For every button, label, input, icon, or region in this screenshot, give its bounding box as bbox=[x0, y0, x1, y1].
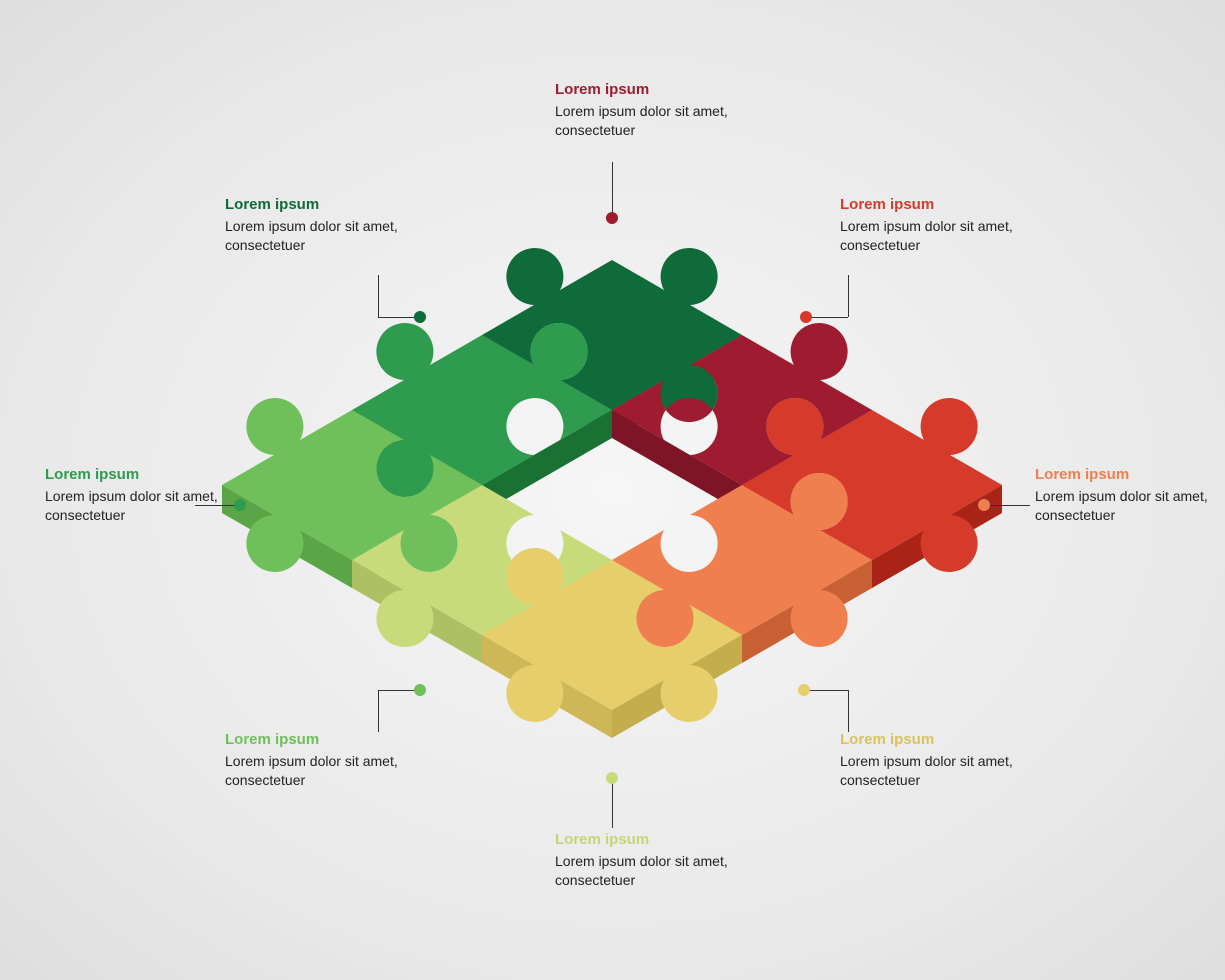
callout-body: Lorem ipsum dolor sit amet, consectetuer bbox=[555, 852, 755, 890]
leader-p4a bbox=[848, 690, 849, 732]
leader-p1 bbox=[612, 162, 613, 214]
callout-body: Lorem ipsum dolor sit amet, consectetuer bbox=[225, 752, 425, 790]
callout-title: Lorem ipsum bbox=[555, 80, 755, 100]
leader-p3 bbox=[988, 505, 1030, 506]
callout-title: Lorem ipsum bbox=[840, 730, 1040, 750]
callout-body: Lorem ipsum dolor sit amet, consectetuer bbox=[225, 217, 425, 255]
dot-p4 bbox=[798, 684, 810, 696]
dot-p1 bbox=[606, 212, 618, 224]
puzzle-piece bbox=[612, 473, 872, 647]
dot-p5 bbox=[606, 772, 618, 784]
dot-p2 bbox=[800, 311, 812, 323]
callout-p5: Lorem ipsum Lorem ipsum dolor sit amet, … bbox=[555, 830, 755, 890]
leader-p5 bbox=[612, 780, 613, 828]
leader-p2a bbox=[848, 275, 849, 317]
dot-p7 bbox=[234, 499, 246, 511]
callout-title: Lorem ipsum bbox=[225, 730, 425, 750]
dot-p8 bbox=[414, 311, 426, 323]
callout-title: Lorem ipsum bbox=[45, 465, 245, 485]
callout-body: Lorem ipsum dolor sit amet, consectetuer bbox=[1035, 487, 1225, 525]
callout-title: Lorem ipsum bbox=[555, 830, 755, 850]
dot-p6 bbox=[414, 684, 426, 696]
puzzle-piece bbox=[352, 323, 612, 497]
leader-p8b bbox=[378, 317, 418, 318]
callout-p8: Lorem ipsum Lorem ipsum dolor sit amet, … bbox=[225, 195, 425, 255]
callout-p1: Lorem ipsum Lorem ipsum dolor sit amet, … bbox=[555, 80, 755, 140]
callout-p2: Lorem ipsum Lorem ipsum dolor sit amet, … bbox=[840, 195, 1040, 255]
callout-title: Lorem ipsum bbox=[1035, 465, 1225, 485]
callout-body: Lorem ipsum dolor sit amet, consectetuer bbox=[840, 217, 1040, 255]
leader-p6b bbox=[378, 690, 418, 691]
dot-p3 bbox=[978, 499, 990, 511]
callout-p3: Lorem ipsum Lorem ipsum dolor sit amet, … bbox=[1035, 465, 1225, 525]
callout-p7: Lorem ipsum Lorem ipsum dolor sit amet, … bbox=[45, 465, 245, 525]
callout-body: Lorem ipsum dolor sit amet, consectetuer bbox=[840, 752, 1040, 790]
leader-p8a bbox=[378, 275, 379, 317]
callout-p4: Lorem ipsum Lorem ipsum dolor sit amet, … bbox=[840, 730, 1040, 790]
infographic-stage: Lorem ipsum Lorem ipsum dolor sit amet, … bbox=[0, 0, 1225, 980]
callout-title: Lorem ipsum bbox=[840, 195, 1040, 215]
leader-p4b bbox=[808, 690, 848, 691]
leader-p7 bbox=[195, 505, 237, 506]
callout-title: Lorem ipsum bbox=[225, 195, 425, 215]
callout-body: Lorem ipsum dolor sit amet, consectetuer bbox=[555, 102, 755, 140]
leader-p6a bbox=[378, 690, 379, 732]
callout-body: Lorem ipsum dolor sit amet, consectetuer bbox=[45, 487, 245, 525]
leader-p2b bbox=[808, 317, 848, 318]
callout-p6: Lorem ipsum Lorem ipsum dolor sit amet, … bbox=[225, 730, 425, 790]
